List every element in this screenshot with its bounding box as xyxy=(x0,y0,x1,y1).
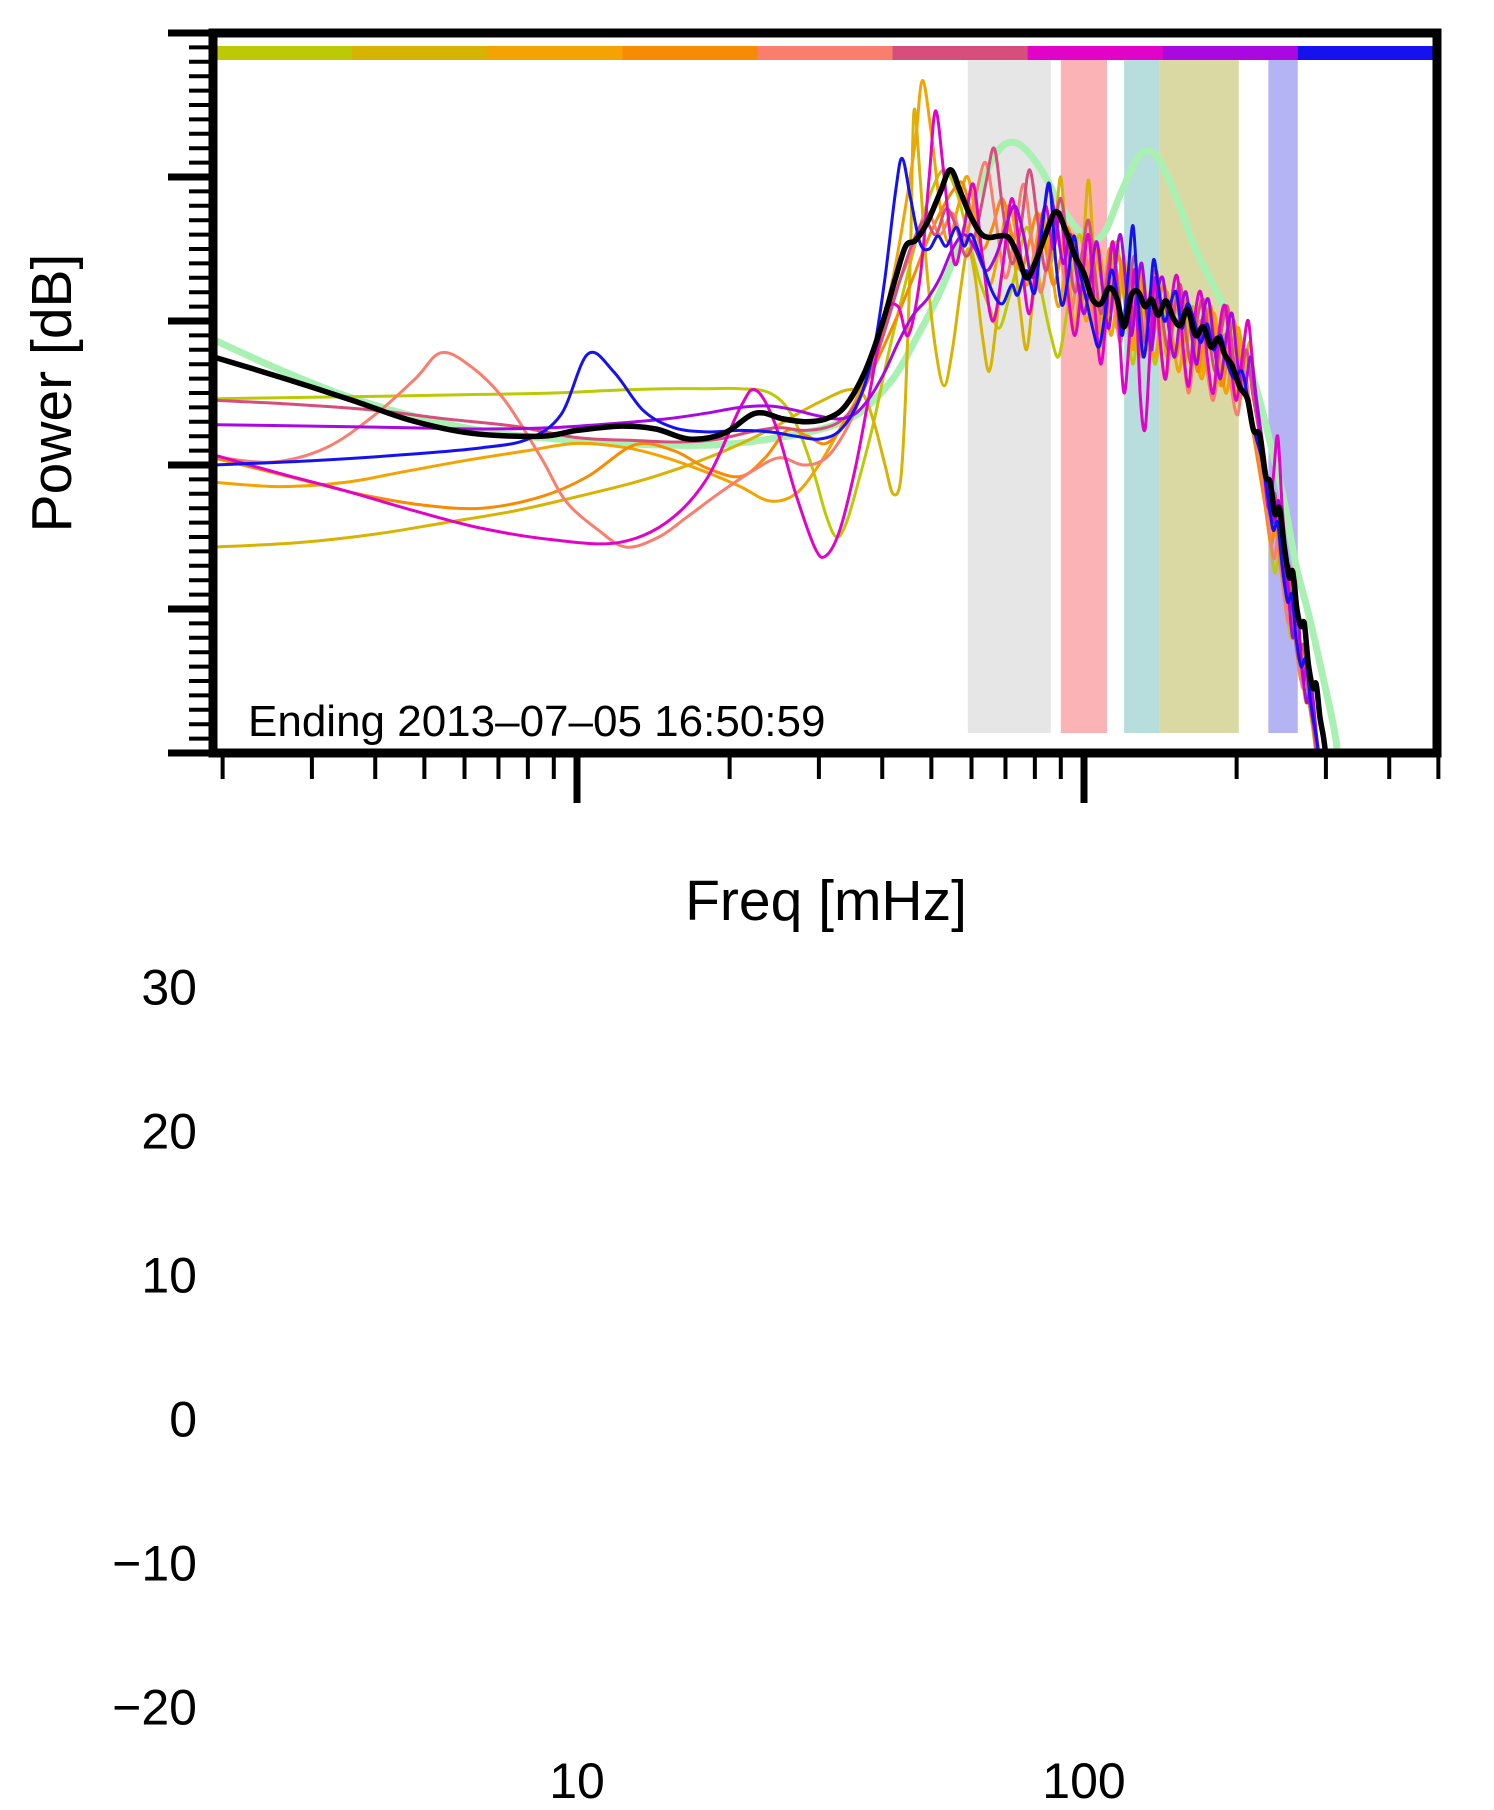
band-teal xyxy=(1124,58,1160,733)
spectra-traces xyxy=(217,78,1341,749)
x-tick-label: 100 xyxy=(1042,1753,1126,1809)
bar-segment-3 xyxy=(487,46,623,60)
trace-trace-raspberry xyxy=(217,146,1318,749)
y-tick-label: 30 xyxy=(141,959,197,1016)
plot-frame xyxy=(208,28,1442,758)
trace-mean xyxy=(217,167,1328,749)
y-tick-label: −10 xyxy=(112,1535,197,1592)
x-tick-label: 10 xyxy=(549,1753,605,1809)
trace-trace-purple xyxy=(217,186,1320,749)
band-gray xyxy=(967,58,1051,733)
frequency-bands xyxy=(967,58,1298,733)
power-spectrum-figure: 30 20 10 0 −10 −20 10 100 Freq [mHz] Power [dB… xyxy=(20,28,1442,1809)
bar-segment-5 xyxy=(757,46,894,60)
y-tick-label: 20 xyxy=(141,1103,197,1160)
ending-time-annotation: Ending 2013–07–05 16:50:59 xyxy=(248,697,826,746)
bar-segment-2 xyxy=(352,46,488,60)
bar-segment-4 xyxy=(622,46,758,60)
band-pink xyxy=(1060,58,1107,733)
bar-segment-9 xyxy=(1297,46,1434,60)
bar-segment-8 xyxy=(1162,46,1299,60)
plot-svg xyxy=(168,28,1442,803)
x-axis-title: Freq [mHz] xyxy=(685,869,967,933)
bar-segment-7 xyxy=(1027,46,1164,60)
bar-segment-6 xyxy=(892,46,1029,60)
time-segment-bar xyxy=(217,46,1434,60)
y-axis-title: Power [dB] xyxy=(20,253,84,533)
y-tick-label: 10 xyxy=(141,1247,197,1304)
y-tick-label: −20 xyxy=(112,1679,197,1736)
axis-ticks xyxy=(168,29,1441,803)
y-tick-label: 0 xyxy=(169,1391,197,1448)
band-khaki xyxy=(1159,58,1239,733)
bar-segment-1 xyxy=(217,46,353,60)
